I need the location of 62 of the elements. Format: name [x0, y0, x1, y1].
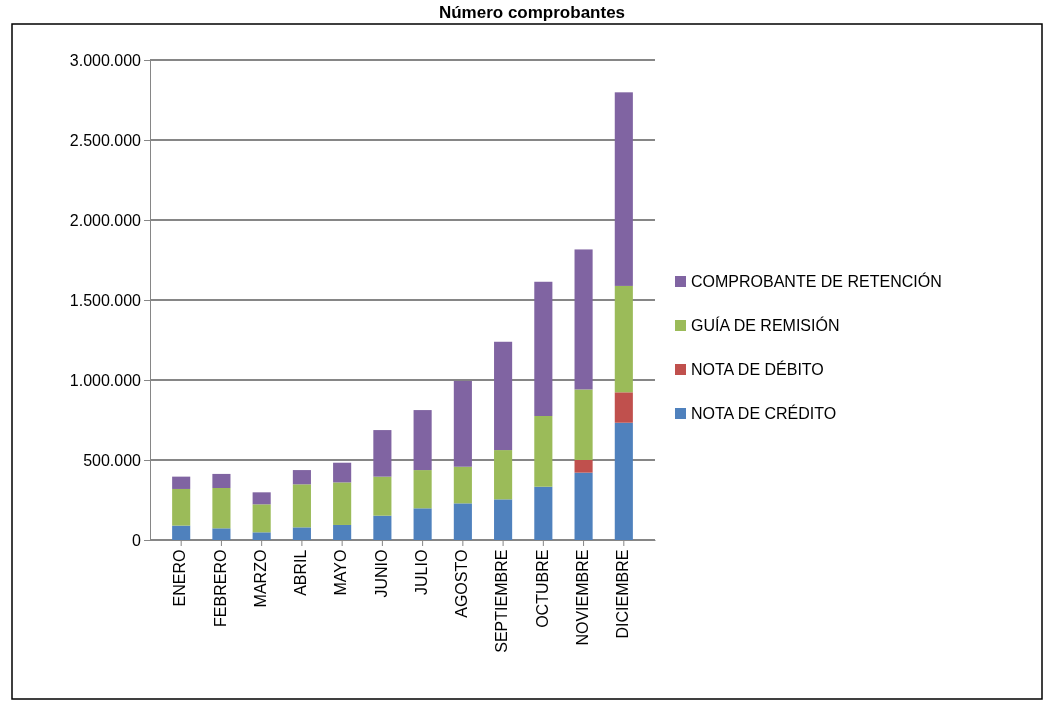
bar [574, 460, 593, 473]
bar [614, 285, 633, 393]
x-tick-label: OCTUBRE [533, 549, 551, 628]
bar [172, 476, 191, 489]
bar [292, 527, 311, 540]
legend-label: GUÍA DE REMISIÓN [691, 316, 840, 334]
legend-label: NOTA DE CRÉDITO [691, 404, 837, 422]
bar [494, 341, 513, 451]
bar [292, 470, 311, 485]
chart-title: Número comprobantes [438, 3, 626, 22]
bar [614, 392, 633, 423]
legend-label: COMPROBANTE DE RETENCIÓN [691, 272, 942, 290]
y-tick-label: 0 [132, 531, 142, 549]
bar [494, 499, 513, 540]
bar [574, 389, 593, 460]
x-tick-label: AGOSTO [453, 549, 471, 618]
x-tick-label: SEPTIEMBRE [493, 549, 511, 653]
y-tick-label: 1.000.000 [69, 371, 142, 389]
x-tick-label: DICIEMBRE [614, 549, 632, 639]
legend-label: NOTA DE DÉBITO [691, 360, 824, 378]
bar [494, 450, 513, 500]
bar [574, 472, 593, 540]
bar [453, 380, 472, 467]
x-tick-label: JUNIO [372, 549, 390, 598]
bar [333, 482, 352, 525]
bar [292, 484, 311, 528]
bar [413, 410, 432, 471]
bar [534, 281, 553, 416]
x-tick-label: MARZO [251, 549, 269, 608]
bar [574, 249, 593, 390]
bar [252, 532, 271, 540]
y-tick-label: 2.000.000 [69, 211, 142, 229]
bar [373, 430, 392, 477]
bar [614, 92, 633, 286]
bar [413, 470, 432, 509]
bar [453, 466, 472, 504]
y-tick-label: 500.000 [83, 451, 142, 469]
x-tick-label: ENERO [171, 549, 189, 607]
bar [252, 504, 271, 533]
y-tick-label: 1.500.000 [69, 291, 142, 309]
x-tick-label: ABRIL [292, 549, 310, 596]
x-tick-label: FEBRERO [211, 549, 229, 627]
bar [534, 486, 553, 540]
x-tick-label: NOVIEMBRE [573, 549, 591, 646]
x-tick-label: JULIO [412, 549, 430, 595]
bar [373, 476, 392, 516]
bar [212, 528, 231, 540]
y-tick-label: 2.500.000 [69, 131, 142, 149]
bar [333, 524, 352, 540]
bar [333, 462, 352, 483]
bar [614, 422, 633, 540]
bar [172, 488, 191, 526]
bar [373, 515, 392, 540]
bar [172, 525, 191, 540]
bar [252, 492, 271, 505]
y-tick-label: 3.000.000 [69, 51, 142, 69]
bar [534, 416, 553, 487]
bar [212, 473, 231, 488]
bar [453, 503, 472, 540]
x-tick-label: MAYO [332, 549, 350, 596]
bar [413, 508, 432, 540]
bar [212, 488, 231, 529]
